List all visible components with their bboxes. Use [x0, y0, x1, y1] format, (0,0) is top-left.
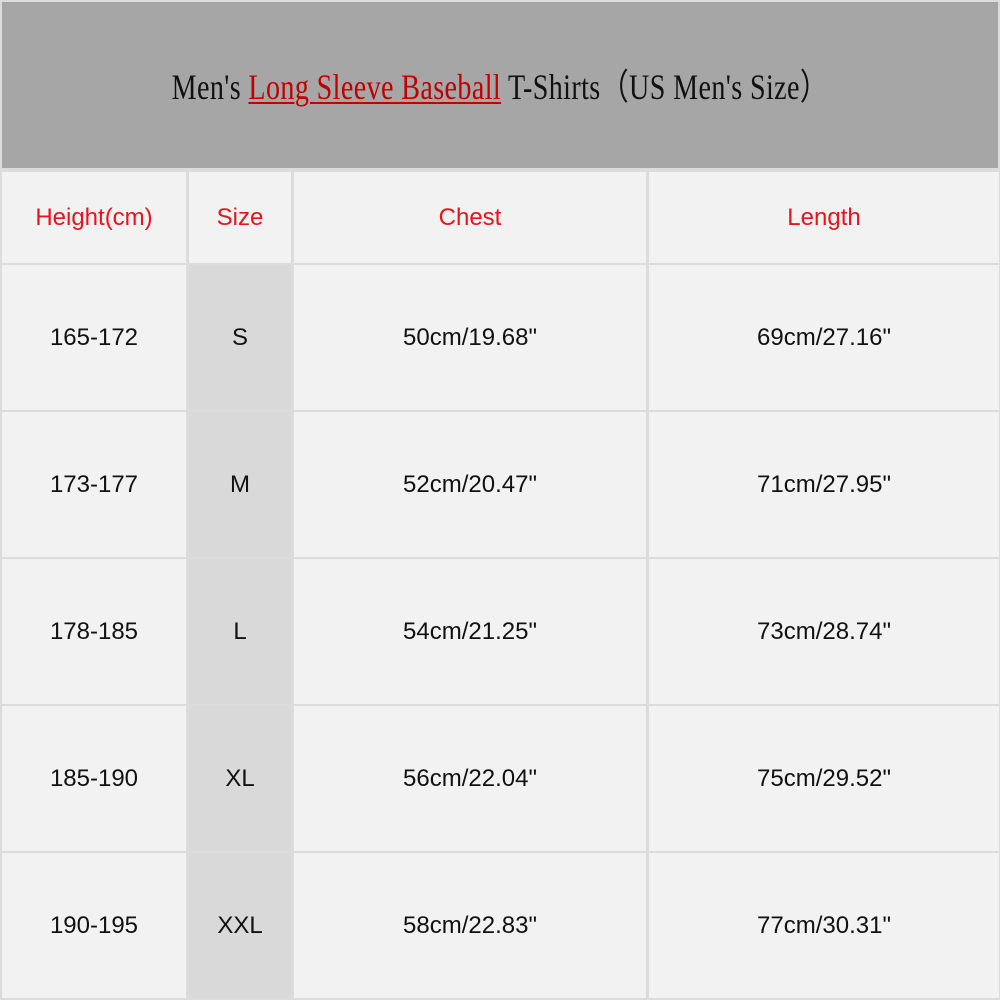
- cell-height: 185-190: [2, 706, 186, 851]
- cell-chest: 56cm/22.04": [294, 706, 646, 851]
- cell-chest: 52cm/20.47": [294, 412, 646, 557]
- title-prefix: Men's: [171, 67, 249, 107]
- cell-size: L: [189, 559, 291, 704]
- cell-length: 69cm/27.16": [649, 265, 999, 410]
- title-highlight: Long Sleeve Baseball: [248, 67, 502, 107]
- cell-length: 77cm/30.31": [649, 853, 999, 998]
- cell-chest: 50cm/19.68": [294, 265, 646, 410]
- cell-size: M: [189, 412, 291, 557]
- cell-height: 165-172: [2, 265, 186, 410]
- title-suffix: T-Shirts（US Men's Size）: [501, 67, 829, 107]
- cell-size: XXL: [189, 853, 291, 998]
- cell-size: S: [189, 265, 291, 410]
- cell-length: 73cm/28.74": [649, 559, 999, 704]
- column-header-length: Length: [649, 172, 999, 263]
- title-banner: Men's Long Sleeve Baseball T-Shirts（US M…: [2, 2, 998, 168]
- cell-size: XL: [189, 706, 291, 851]
- cell-height: 190-195: [2, 853, 186, 998]
- cell-length: 75cm/29.52": [649, 706, 999, 851]
- column-header-height: Height(cm): [2, 172, 186, 263]
- cell-chest: 58cm/22.83": [294, 853, 646, 998]
- cell-height: 173-177: [2, 412, 186, 557]
- size-table: Height(cm) Size Chest Length 165-172 S 50cm/19…: [2, 172, 999, 998]
- column-header-chest: Chest: [294, 172, 646, 263]
- cell-height: 178-185: [2, 559, 186, 704]
- page-title: Men's Long Sleeve Baseball T-Shirts（US M…: [172, 58, 829, 110]
- cell-chest: 54cm/21.25": [294, 559, 646, 704]
- cell-length: 71cm/27.95": [649, 412, 999, 557]
- column-header-size: Size: [189, 172, 291, 263]
